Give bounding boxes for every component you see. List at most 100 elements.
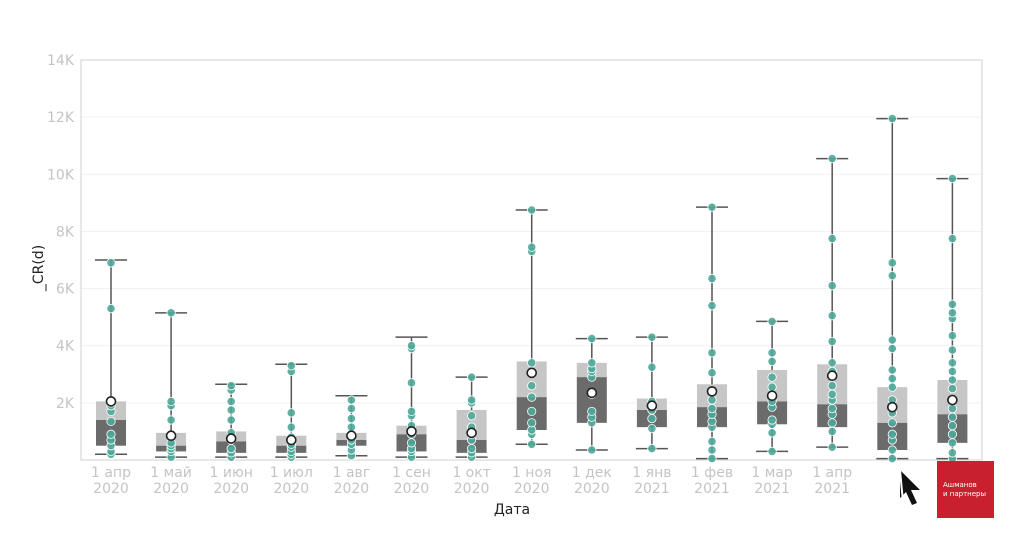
data-point [947, 421, 958, 431]
data-point [346, 422, 356, 432]
box-group [275, 361, 308, 462]
x-tick-label: 1 апр [812, 465, 852, 481]
data-point [527, 439, 537, 449]
x-tick-label: 2020 [93, 481, 129, 497]
data-point [827, 153, 837, 164]
x-tick-label: 2021 [634, 481, 670, 497]
x-tick-label: 1 авг [333, 465, 371, 481]
data-point [106, 416, 116, 427]
y-tick-label: 6K [56, 282, 75, 298]
data-point [827, 336, 837, 347]
data-point [406, 378, 417, 388]
data-point [887, 373, 897, 384]
data-point [827, 403, 837, 414]
data-point [466, 395, 477, 405]
x-tick-label: 1 июн [209, 465, 252, 481]
box-group [696, 202, 728, 464]
data-point [707, 368, 717, 378]
data-point [527, 406, 537, 417]
data-point [827, 389, 837, 399]
data-point [947, 233, 958, 244]
mean-marker [886, 401, 898, 413]
data-point [887, 445, 897, 455]
data-point [647, 413, 657, 424]
data-point [647, 423, 657, 434]
data-point [286, 361, 296, 371]
data-point [587, 445, 597, 455]
data-point [226, 443, 236, 454]
data-point [767, 348, 777, 358]
mean-marker [586, 387, 598, 399]
data-point [947, 358, 958, 368]
mean-marker [466, 427, 477, 439]
x-tick-label: 2020 [334, 481, 370, 497]
y-axis-ticks: 2K 4K 6K 8K 10K 12K 14K [47, 53, 75, 412]
data-point [527, 381, 537, 391]
logo-text-line2: и партнеры [943, 489, 987, 498]
data-point [466, 443, 477, 454]
data-point [947, 375, 958, 385]
mean-marker [165, 430, 177, 442]
data-point [406, 406, 417, 417]
data-point [887, 113, 897, 124]
y-axis-title: _CR(d) [31, 245, 47, 292]
data-point [947, 299, 958, 309]
data-point [527, 358, 537, 368]
data-point [767, 372, 777, 382]
data-point [647, 362, 657, 372]
box-group [575, 333, 608, 455]
data-point [887, 335, 897, 345]
box-group [876, 113, 909, 464]
arrow-cursor-logo-icon [899, 469, 920, 506]
data-point [887, 271, 897, 281]
data-point [767, 356, 777, 367]
mean-marker [766, 390, 778, 402]
box-group [936, 173, 969, 464]
box-group [816, 153, 849, 452]
data-point [947, 403, 958, 414]
data-point [947, 438, 958, 448]
data-point [707, 273, 717, 284]
logo-text-line1: Ашманов [943, 480, 977, 489]
data-point [827, 442, 837, 452]
box-series [95, 113, 969, 464]
data-point [466, 411, 477, 421]
data-point [947, 448, 958, 458]
box-group [455, 372, 488, 462]
mean-marker [285, 434, 297, 446]
data-point [527, 242, 537, 252]
mean-marker [105, 396, 117, 407]
data-point [887, 453, 897, 464]
data-point [286, 408, 296, 418]
data-point [346, 395, 356, 405]
x-tick-label: 1 апр [91, 465, 131, 481]
data-point [887, 382, 897, 392]
data-point [226, 381, 236, 391]
data-point [947, 173, 958, 184]
data-point [707, 348, 717, 358]
y-tick-label: 14K [47, 53, 75, 69]
data-point [226, 405, 236, 415]
data-point [106, 429, 116, 439]
data-point [106, 303, 116, 314]
x-tick-label: 2020 [273, 481, 309, 497]
data-point [527, 205, 537, 215]
data-point [947, 331, 958, 341]
data-point [767, 415, 777, 425]
data-point [166, 308, 176, 318]
x-tick-label: 1 янв [632, 465, 671, 481]
x-tick-label: 1 сен [392, 465, 431, 481]
data-point [767, 428, 777, 438]
data-point [647, 443, 657, 454]
data-point [947, 345, 958, 355]
x-tick-label: 1 ноя [512, 465, 552, 481]
data-point [166, 396, 176, 407]
data-point [106, 258, 116, 268]
box-lower-half [757, 401, 788, 425]
mean-marker [826, 370, 838, 382]
box-group [515, 205, 548, 449]
x-tick-label: 1 фев [691, 465, 733, 481]
data-point [947, 308, 958, 318]
